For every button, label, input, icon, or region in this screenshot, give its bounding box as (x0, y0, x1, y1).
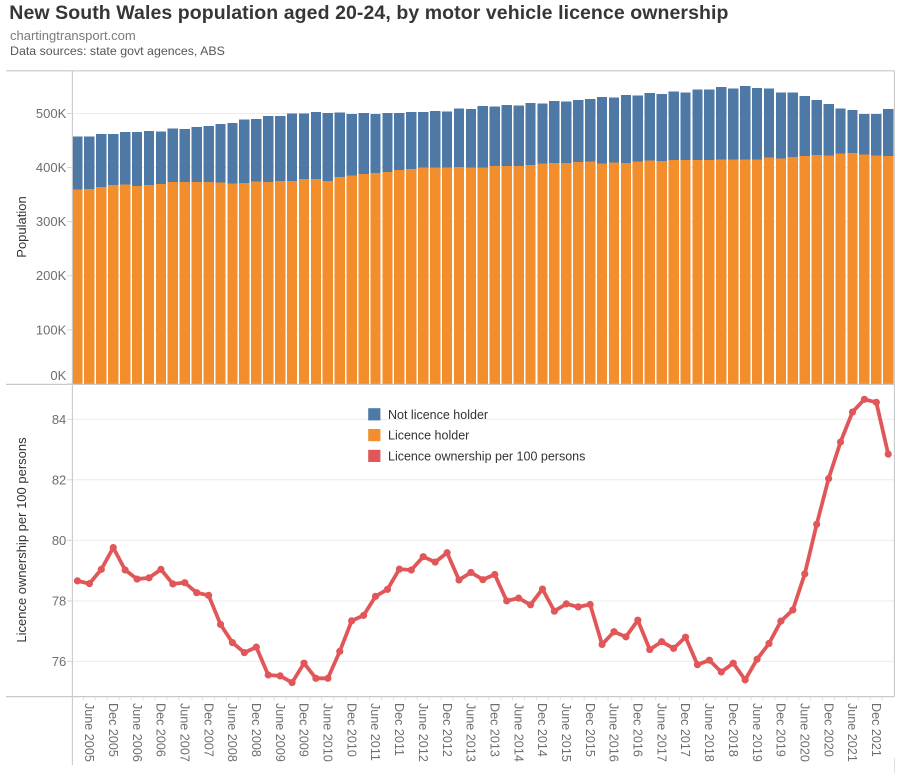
svg-text:Dec 2010: Dec 2010 (344, 703, 358, 757)
svg-text:Licence holder: Licence holder (388, 429, 469, 443)
svg-text:Dec 2021: Dec 2021 (869, 703, 883, 757)
svg-text:Population: Population (14, 196, 29, 257)
svg-text:Dec 2020: Dec 2020 (821, 703, 835, 757)
svg-text:June 2018: June 2018 (702, 703, 716, 762)
svg-text:June 2020: June 2020 (797, 703, 811, 762)
svg-text:Dec 2019: Dec 2019 (774, 703, 788, 757)
svg-text:June 2013: June 2013 (464, 703, 478, 762)
svg-text:June 2009: June 2009 (273, 703, 287, 762)
svg-text:76: 76 (52, 654, 66, 669)
svg-text:June 2011: June 2011 (368, 703, 382, 761)
svg-text:Dec 2007: Dec 2007 (201, 703, 215, 757)
svg-text:400K: 400K (36, 160, 67, 175)
svg-text:200K: 200K (36, 268, 67, 283)
svg-text:Dec 2016: Dec 2016 (631, 703, 645, 757)
svg-text:Dec 2006: Dec 2006 (154, 703, 168, 757)
svg-text:300K: 300K (36, 214, 67, 229)
svg-text:500K: 500K (36, 106, 67, 121)
svg-text:June 2007: June 2007 (177, 703, 191, 762)
svg-text:Dec 2005: Dec 2005 (106, 703, 120, 757)
svg-text:June 2017: June 2017 (654, 703, 668, 762)
svg-text:Dec 2013: Dec 2013 (487, 703, 501, 757)
svg-text:84: 84 (52, 412, 66, 427)
svg-text:Dec 2015: Dec 2015 (583, 703, 597, 757)
svg-text:Not licence holder: Not licence holder (388, 408, 488, 422)
svg-text:82: 82 (52, 472, 66, 487)
svg-text:80: 80 (52, 533, 66, 548)
svg-text:June 2012: June 2012 (416, 703, 430, 762)
svg-text:Dec 2014: Dec 2014 (535, 703, 549, 757)
svg-text:June 2005: June 2005 (82, 703, 96, 762)
svg-text:June 2010: June 2010 (321, 703, 335, 762)
svg-text:June 2008: June 2008 (225, 703, 239, 762)
svg-text:June 2016: June 2016 (607, 703, 621, 762)
svg-text:Dec 2012: Dec 2012 (440, 703, 454, 757)
svg-text:Dec 2009: Dec 2009 (297, 703, 311, 757)
svg-text:Dec 2008: Dec 2008 (249, 703, 263, 757)
svg-text:June 2019: June 2019 (750, 703, 764, 762)
svg-text:0K: 0K (50, 368, 66, 383)
svg-text:78: 78 (52, 593, 66, 608)
svg-text:Dec 2018: Dec 2018 (726, 703, 740, 757)
svg-text:Licence ownership per 100 pers: Licence ownership per 100 persons (14, 437, 29, 643)
svg-text:100K: 100K (36, 322, 67, 337)
svg-text:Dec 2017: Dec 2017 (678, 703, 692, 757)
svg-text:June 2015: June 2015 (559, 703, 573, 762)
svg-text:June 2014: June 2014 (511, 703, 525, 762)
svg-text:June 2021: June 2021 (845, 703, 859, 762)
svg-text:Dec 2011: Dec 2011 (392, 703, 406, 756)
svg-text:June 2006: June 2006 (130, 703, 144, 762)
svg-text:Licence ownership per 100 pers: Licence ownership per 100 persons (388, 449, 585, 463)
